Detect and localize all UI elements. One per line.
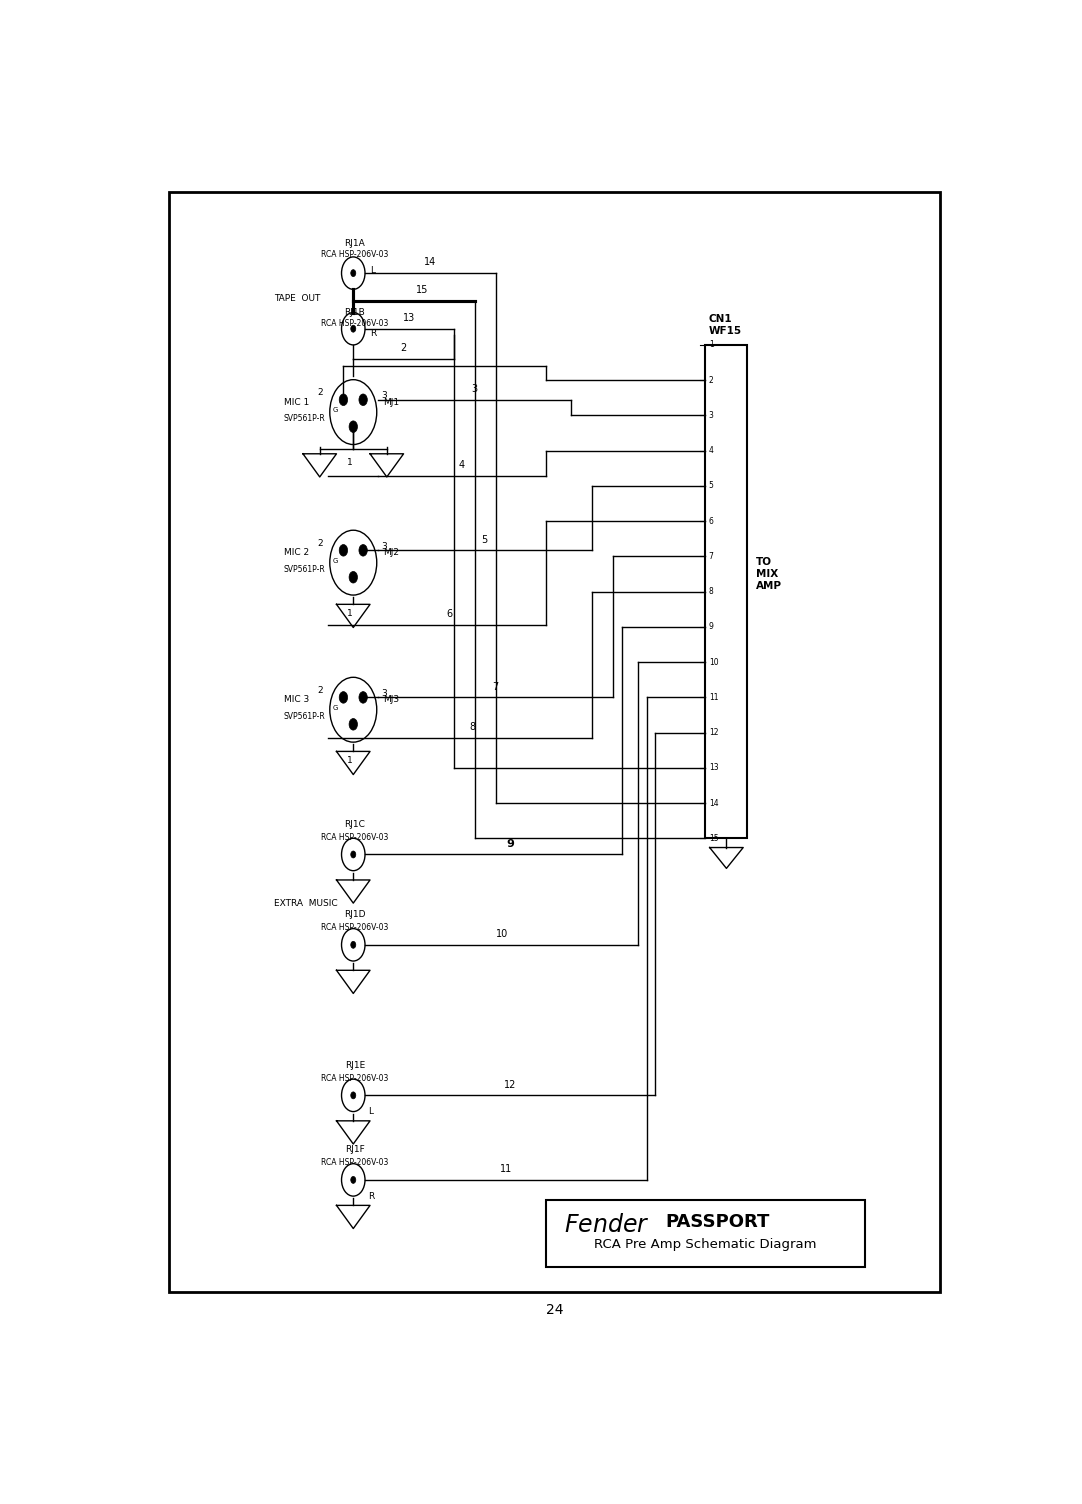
Text: RCA HSP-206V-03: RCA HSP-206V-03: [321, 833, 388, 842]
Text: 4: 4: [709, 447, 714, 456]
Text: MIC 2: MIC 2: [283, 549, 308, 558]
Text: $\mathit{Fender}$: $\mathit{Fender}$: [564, 1214, 649, 1236]
Circle shape: [359, 692, 367, 704]
Text: MJ1: MJ1: [383, 399, 399, 408]
Text: 2: 2: [317, 538, 324, 547]
Text: G: G: [333, 408, 339, 414]
Text: SVP561P-R: SVP561P-R: [283, 564, 326, 573]
Text: R: R: [368, 1191, 374, 1200]
Text: 10: 10: [709, 657, 718, 666]
Text: L: L: [368, 1107, 373, 1116]
Text: RCA HSP-206V-03: RCA HSP-206V-03: [321, 319, 388, 328]
Text: 8: 8: [709, 587, 713, 596]
Circle shape: [349, 719, 357, 729]
Circle shape: [340, 394, 347, 406]
Text: EXTRA  MUSIC: EXTRA MUSIC: [274, 899, 338, 908]
Text: 12: 12: [504, 1080, 516, 1089]
Text: 15: 15: [709, 833, 718, 842]
Text: TAPE  OUT: TAPE OUT: [274, 295, 320, 304]
Text: 1: 1: [709, 340, 713, 349]
Text: MJ2: MJ2: [383, 549, 399, 558]
Text: SVP561P-R: SVP561P-R: [283, 711, 326, 720]
Text: 1: 1: [347, 757, 353, 766]
Bar: [546, 1200, 865, 1266]
Text: 13: 13: [404, 313, 415, 323]
Text: 3: 3: [471, 384, 477, 394]
Text: 14: 14: [424, 257, 436, 268]
Text: 6: 6: [447, 609, 452, 618]
Text: 24: 24: [545, 1302, 564, 1316]
Circle shape: [351, 851, 356, 857]
Circle shape: [359, 544, 367, 556]
Text: 13: 13: [709, 764, 718, 772]
Text: 2: 2: [317, 388, 324, 397]
Text: 7: 7: [492, 681, 498, 692]
Text: 2: 2: [709, 376, 713, 385]
Circle shape: [349, 572, 357, 584]
Text: 3: 3: [381, 689, 386, 698]
Text: SVP561P-R: SVP561P-R: [283, 414, 326, 423]
Text: RJ1C: RJ1C: [344, 820, 366, 829]
Text: 12: 12: [709, 728, 718, 737]
Text: 9: 9: [709, 623, 714, 632]
Text: 3: 3: [709, 411, 714, 420]
Text: WF15: WF15: [709, 326, 742, 335]
Text: G: G: [333, 558, 339, 564]
Text: 3: 3: [381, 391, 386, 400]
Text: 1: 1: [347, 609, 353, 618]
Circle shape: [351, 269, 356, 277]
Text: RCA HSP-206V-03: RCA HSP-206V-03: [321, 923, 388, 932]
Text: 10: 10: [496, 929, 507, 938]
Text: 9: 9: [506, 839, 514, 848]
Text: RJ1B: RJ1B: [344, 308, 366, 317]
Text: 7: 7: [709, 552, 714, 561]
Text: 8: 8: [470, 722, 476, 732]
Text: 11: 11: [709, 693, 718, 702]
Text: RCA HSP-206V-03: RCA HSP-206V-03: [321, 1158, 388, 1167]
Text: RJ1D: RJ1D: [344, 910, 366, 919]
Text: MJ3: MJ3: [383, 695, 399, 704]
Circle shape: [351, 942, 356, 949]
Text: CN1: CN1: [709, 314, 733, 323]
Text: RJ1E: RJ1E: [345, 1060, 365, 1069]
Text: 2: 2: [400, 343, 407, 353]
Text: 2: 2: [317, 686, 324, 695]
Circle shape: [359, 394, 367, 406]
Text: 15: 15: [417, 286, 428, 295]
Text: 1: 1: [347, 459, 353, 468]
Text: 5: 5: [709, 481, 714, 490]
Text: 3: 3: [381, 541, 386, 550]
Circle shape: [340, 544, 347, 556]
Text: MIC 1: MIC 1: [283, 399, 309, 408]
Text: G: G: [333, 705, 339, 711]
Text: 11: 11: [500, 1164, 512, 1175]
Text: 5: 5: [481, 534, 488, 544]
Text: RCA HSP-206V-03: RCA HSP-206V-03: [321, 250, 388, 259]
Text: 4: 4: [459, 460, 464, 469]
Circle shape: [340, 692, 347, 704]
Text: 6: 6: [709, 516, 714, 525]
Bar: [705, 344, 748, 838]
Text: PASSPORT: PASSPORT: [665, 1212, 770, 1230]
Circle shape: [351, 1092, 356, 1099]
Text: RJ1A: RJ1A: [344, 239, 366, 248]
Text: RJ1F: RJ1F: [345, 1146, 365, 1155]
Text: 14: 14: [709, 799, 718, 808]
Circle shape: [349, 421, 357, 433]
Text: R: R: [370, 329, 377, 338]
Text: RCA Pre Amp Schematic Diagram: RCA Pre Amp Schematic Diagram: [594, 1238, 817, 1250]
Circle shape: [351, 1176, 356, 1184]
Circle shape: [351, 325, 356, 332]
Text: L: L: [370, 266, 375, 275]
Text: TO
MIX
AMP: TO MIX AMP: [755, 556, 782, 591]
Text: MIC 3: MIC 3: [283, 695, 309, 704]
Text: RCA HSP-206V-03: RCA HSP-206V-03: [321, 1074, 388, 1083]
